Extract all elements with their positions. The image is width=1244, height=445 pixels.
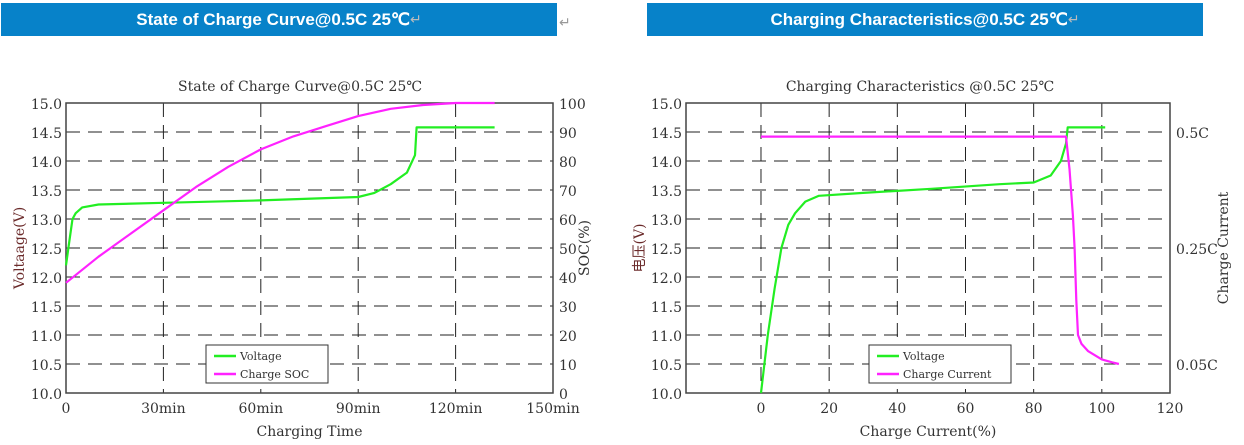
x-tick-label: 60min [239,401,284,417]
plot-frame [685,102,1171,394]
x-tick-label: 150min [526,401,580,417]
y-tick-label: 10.5 [31,358,62,374]
x-tick-label: 60 [957,401,975,417]
legend-label: Voltage [902,350,945,363]
y2-tick-label: 0.25C [1176,242,1218,258]
series-line-charge-soc [65,101,495,284]
y-tick-label: 10.0 [651,387,682,403]
x-tick-label: 40 [888,401,906,417]
y-tick-label: 12.5 [31,242,62,258]
legend-label: Charge SOC [240,368,309,381]
y-tick-label: 10.0 [31,387,62,403]
y-tick-label: 11.0 [651,329,682,345]
chart-title: Charging Characteristics @0.5C 25℃ [786,79,1054,95]
y-axis-label: 电压(V) [632,223,648,272]
y-tick-label: 15.0 [651,97,682,113]
legend-label: Voltage [239,350,282,363]
y2-tick-label: 50 [559,242,577,258]
right-chart-header: Charging Characteristics@0.5C 25℃ ↵ [647,3,1203,36]
y2-tick-label: 60 [559,213,577,229]
y2-tick-label: 0.5C [1176,126,1209,142]
y2-tick-label: 10 [559,358,577,374]
x-tick-label: 90min [336,401,381,417]
y-tick-label: 11.5 [31,300,62,316]
return-mark: ↵ [410,11,422,27]
y-tick-label: 13.0 [651,213,682,229]
left-chart-header: State of Charge Curve@0.5C 25℃ ↵ [1,3,557,36]
legend-label: Charge Current [903,368,992,381]
y2-tick-label: 80 [559,155,577,171]
x-tick-label: 120 [1157,401,1184,417]
y-tick-label: 14.5 [31,126,62,142]
y2-tick-label: 0.05C [1176,358,1218,374]
left-header-title: State of Charge Curve@0.5C 25℃ [136,9,411,29]
y-tick-label: 12.5 [651,242,682,258]
x-axis-label: Charging Time [256,424,362,440]
y-tick-label: 11.5 [651,300,682,316]
y-tick-label: 15.0 [31,97,62,113]
y-tick-label: 14.5 [651,126,682,142]
x-tick-label: 30min [141,401,186,417]
y-tick-label: 14.0 [31,155,62,171]
y2-tick-label: 70 [559,184,577,200]
y2-tick-label: 100 [559,97,586,113]
y-tick-label: 13.5 [651,184,682,200]
x-tick-label: 80 [1025,401,1043,417]
plot-frame [65,102,554,394]
x-tick-label: 100 [1088,401,1115,417]
y-tick-label: 13.0 [31,213,62,229]
y-tick-label: 13.5 [31,184,62,200]
y-tick-label: 10.5 [651,358,682,374]
y2-tick-label: 20 [559,329,577,345]
chart-title: State of Charge Curve@0.5C 25℃ [178,79,422,95]
legend-box [205,344,329,384]
return-mark: ↵ [1067,11,1080,27]
y2-tick-label: 90 [559,126,577,142]
charging-characteristics-chart: Charging Characteristics @0.5C 25℃ 10.0 10… [632,79,1232,440]
y-tick-label: 12.0 [31,271,62,287]
x-tick-label: 0 [757,401,766,417]
series-line-voltage [64,126,495,266]
y-axis-label: Voltaage(V) [12,207,28,290]
x-tick-label: 0 [62,401,71,417]
x-tick-label: 20 [820,401,838,417]
series-line-charge-current [761,135,1120,366]
y2-tick-label: 0 [559,387,568,403]
y-tick-label: 11.0 [31,329,62,345]
legend-box [868,344,1012,384]
series-line-voltage [759,126,1106,394]
return-mark: ↵ [559,14,571,30]
right-header-title: Charging Characteristics@0.5C 25℃ [770,9,1068,29]
x-axis-label: Charge Current(%) [860,424,997,440]
y-tick-label: 12.0 [651,271,682,287]
y2-axis-label: SOC(%) [577,220,593,276]
x-tick-label: 120min [429,401,483,417]
state-of-charge-chart: State of Charge Curve@0.5C 25℃ 10.0 10.5 11… [12,79,593,440]
y-tick-label: 14.0 [651,155,682,171]
y2-axis-label: Charge Current [1216,191,1232,304]
y2-tick-label: 30 [559,300,577,316]
y2-tick-label: 40 [559,271,577,287]
